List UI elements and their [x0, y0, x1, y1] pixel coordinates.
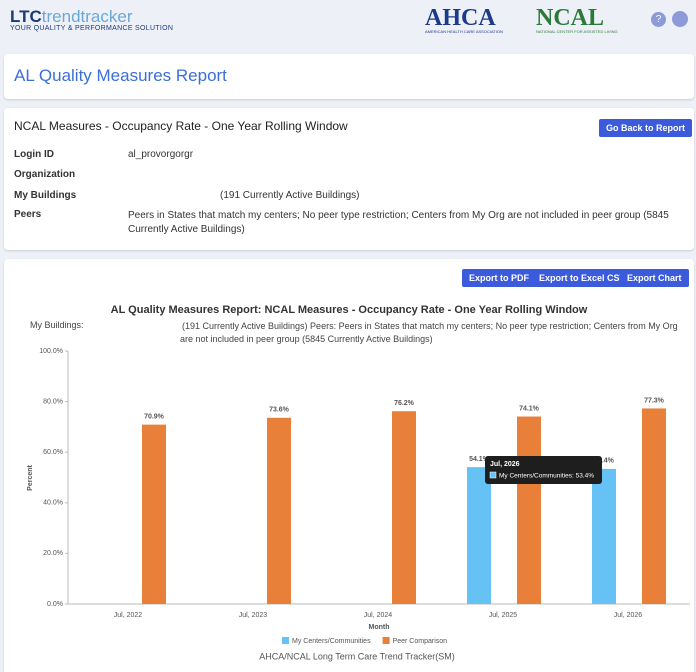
export-chart[interactable]: Export Chart [620, 269, 689, 287]
chart: 0.0% 20.0% 40.0% 60.0% 80.0% 100.0% Jul, 2022 7… [27, 348, 690, 661]
y-tick-label: 60.0% [43, 449, 63, 456]
chart-footer: AHCA/NCAL Long Term Care Trend Tracker(S… [259, 651, 455, 661]
bar [592, 468, 616, 604]
bar [142, 424, 166, 604]
x-tick-label: Jul, 2025 [489, 612, 518, 619]
tagline: YOUR QUALITY & PERFORMANCE SOLUTION [10, 25, 174, 32]
tooltip-body: My Centers/Communities: 53.4% [499, 473, 594, 480]
value-label: 54.1% [469, 456, 490, 463]
y-tick-label: 100.0% [39, 348, 63, 355]
page-title: AL Quality Measures Report [14, 66, 227, 85]
ahca-sub: AMERICAN HEALTH CARE ASSOCIATION [425, 29, 503, 34]
field-value: al_provorgorgr [128, 149, 194, 160]
value-label: 73.6% [269, 407, 290, 414]
legend-swatch [382, 637, 390, 644]
x-tick-label: Jul, 2023 [239, 612, 268, 619]
field-value: Peers in States that match my centers; N… [128, 210, 669, 235]
y-tick-label: 40.0% [43, 500, 63, 507]
logo-mark: LTC [10, 7, 42, 26]
value-label: 53.4% [594, 458, 615, 465]
ncal-sub: NATIONAL CENTER FOR ASSISTED LIVING [536, 29, 618, 34]
bar [467, 467, 491, 604]
subtitle-label: My Buildings: [30, 320, 84, 330]
y-tick-label: 20.0% [43, 550, 63, 557]
x-tick-label: Jul, 2022 [114, 612, 143, 619]
y-axis-title: Percent [27, 464, 34, 490]
legend-label: My Centers/Communities [292, 638, 371, 645]
help-button[interactable]: ? [651, 12, 666, 27]
value-label: 70.9% [144, 413, 165, 420]
chart-title: AL Quality Measures Report: NCAL Measure… [110, 304, 588, 316]
tooltip [485, 456, 602, 484]
field-label: Peers [14, 209, 42, 220]
field-label: Organization [14, 169, 76, 180]
tooltip-title: Jul, 2026 [490, 461, 520, 468]
subtitle: (191 Currently Active Buildings) Peers: … [180, 321, 678, 344]
ahca-logo: AHCA [425, 5, 496, 31]
y-tick-label: 0.0% [47, 601, 63, 608]
x-tick-label: Jul, 2026 [614, 612, 643, 619]
legend-swatch [282, 637, 289, 644]
title-card: AL Quality Measures Report [4, 54, 694, 99]
field-value: (191 Currently Active Buildings) [220, 190, 360, 201]
bar [267, 417, 291, 604]
logo[interactable]: LTCtrendtracker [10, 7, 133, 27]
export-csv[interactable]: Export to Excel CSV [532, 269, 633, 287]
tooltip-swatch [489, 471, 497, 479]
back-button[interactable]: Go Back to Report [599, 119, 693, 137]
value-label: 74.1% [519, 405, 540, 412]
user-avatar[interactable] [672, 11, 688, 27]
logo-name: trendtracker [41, 7, 133, 26]
y-tick-label: 80.0% [43, 398, 63, 405]
bar [642, 408, 666, 604]
value-label: 76.2% [394, 400, 415, 407]
field-label: Login ID [14, 149, 54, 160]
field-label: My Buildings [14, 190, 77, 201]
bar [517, 416, 541, 604]
x-axis-title: Month [369, 624, 390, 631]
info-card: NCAL Measures - Occupancy Rate - One Yea… [4, 108, 694, 250]
export-pdf[interactable]: Export to PDF [462, 269, 536, 287]
bar [392, 411, 416, 604]
info-title: NCAL Measures - Occupancy Rate - One Yea… [14, 119, 348, 133]
value-label: 77.3% [644, 397, 665, 404]
x-tick-label: Jul, 2024 [364, 612, 393, 619]
legend-label: Peer Comparison [393, 638, 448, 645]
ncal-logo: NCAL [536, 5, 605, 31]
